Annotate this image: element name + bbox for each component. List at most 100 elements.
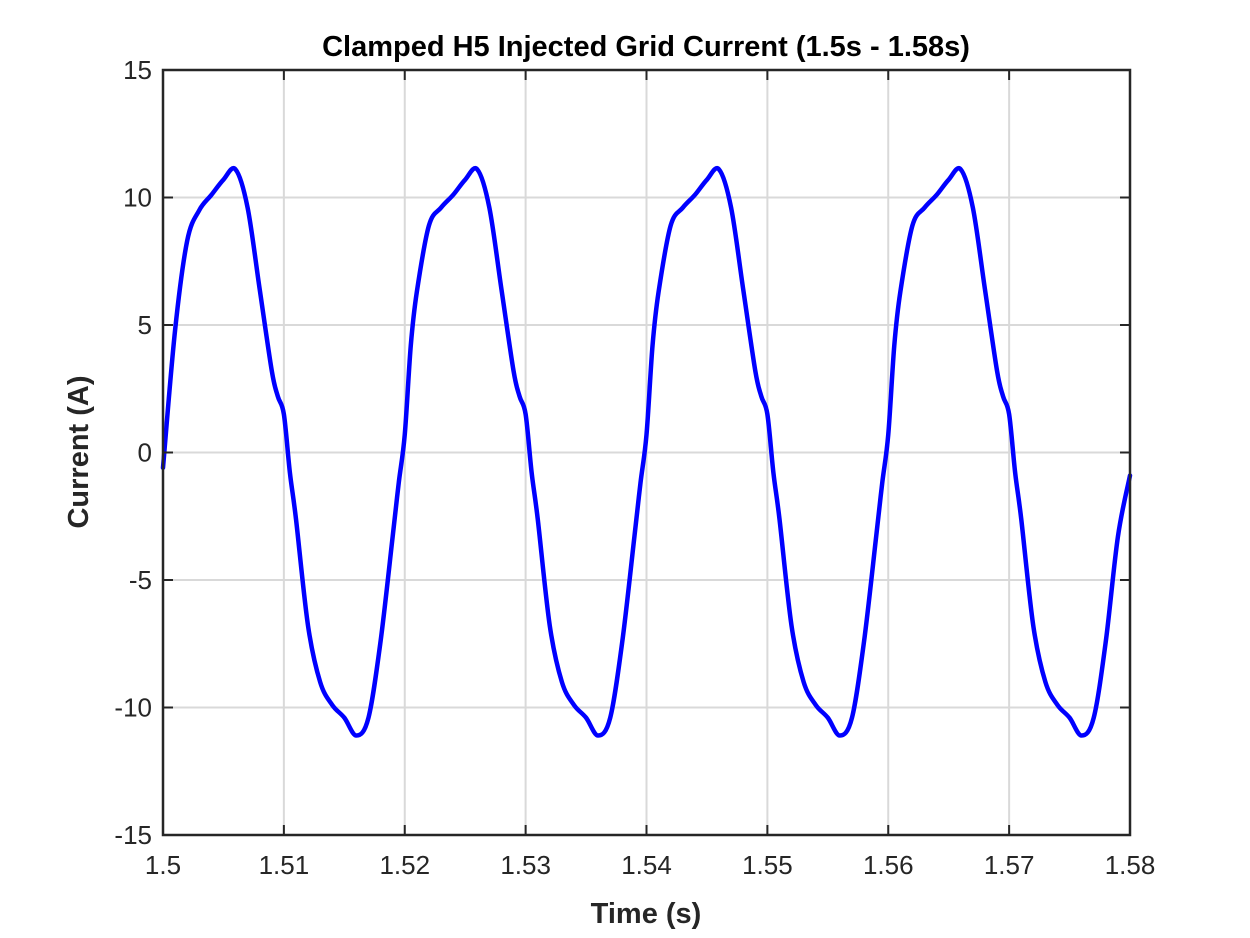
data-point xyxy=(777,517,781,521)
data-point xyxy=(838,734,842,738)
data-point xyxy=(246,206,250,210)
data-point xyxy=(983,287,987,291)
data-point xyxy=(681,206,685,210)
x-tick-label: 1.52 xyxy=(379,850,430,880)
data-point xyxy=(1068,716,1072,720)
data-point xyxy=(1001,394,1005,398)
data-point xyxy=(1031,624,1035,628)
x-tick-label: 1.58 xyxy=(1105,850,1156,880)
data-point xyxy=(814,703,818,707)
data-point xyxy=(391,535,395,539)
data-point xyxy=(862,639,866,643)
y-tick-label: 0 xyxy=(138,438,152,468)
y-tick-label: -5 xyxy=(129,565,152,595)
data-point xyxy=(318,680,322,684)
data-point xyxy=(427,224,431,228)
data-point xyxy=(234,167,238,171)
data-point xyxy=(645,433,648,437)
x-tick-label: 1.54 xyxy=(621,850,672,880)
x-tick-label: 1.53 xyxy=(500,850,551,880)
data-point xyxy=(1013,471,1017,475)
x-tick-label: 1.5 xyxy=(145,850,181,880)
data-point xyxy=(790,624,794,628)
data-point xyxy=(512,369,516,373)
data-point xyxy=(288,471,292,475)
data-point xyxy=(693,193,697,197)
y-tick-label: -10 xyxy=(114,693,152,723)
y-tick-label: 10 xyxy=(123,183,152,213)
data-point xyxy=(173,328,177,332)
data-point xyxy=(765,412,769,416)
data-point xyxy=(415,290,419,294)
data-point xyxy=(276,394,280,398)
data-point xyxy=(608,716,612,720)
data-point xyxy=(741,287,745,291)
data-point xyxy=(1092,716,1096,720)
plot-area xyxy=(160,166,1133,738)
data-point xyxy=(1007,412,1011,416)
data-point xyxy=(270,369,274,373)
x-tick-label: 1.55 xyxy=(742,850,793,880)
data-point xyxy=(487,206,491,210)
data-point xyxy=(632,535,636,539)
data-point xyxy=(1043,680,1047,684)
data-point xyxy=(923,206,927,210)
data-point xyxy=(397,481,401,485)
data-point xyxy=(705,178,709,182)
data-point xyxy=(536,517,540,521)
data-point xyxy=(258,287,262,291)
data-point xyxy=(330,703,334,707)
data-point xyxy=(342,716,346,720)
data-point xyxy=(354,734,358,738)
data-point xyxy=(185,239,189,243)
data-point xyxy=(584,716,588,720)
axis-ticks: 1.5 1.51 1.52 1.53 1.54 1.55 1.56 1.57 1.58 15 10 5… xyxy=(114,55,1155,880)
data-point xyxy=(1116,535,1120,539)
data-point xyxy=(197,208,201,212)
data-point xyxy=(826,716,830,720)
data-point xyxy=(802,680,806,684)
data-point xyxy=(898,290,902,294)
data-point xyxy=(1019,517,1023,521)
x-tick-label: 1.57 xyxy=(984,850,1035,880)
data-point xyxy=(524,412,528,416)
data-point xyxy=(596,734,600,738)
data-point xyxy=(409,343,413,347)
data-point xyxy=(717,167,721,171)
data-point xyxy=(294,517,298,521)
data-point xyxy=(530,471,534,475)
x-axis-label: Time (s) xyxy=(591,898,702,930)
y-tick-label: 15 xyxy=(123,55,152,85)
data-point xyxy=(995,369,999,373)
data-point xyxy=(499,287,503,291)
x-tick-label: 1.51 xyxy=(259,850,310,880)
data-point xyxy=(379,639,383,643)
data-point xyxy=(771,471,775,475)
data-point xyxy=(572,703,576,707)
data-point xyxy=(971,206,975,210)
data-point xyxy=(1080,734,1084,738)
data-point xyxy=(475,167,479,171)
data-point xyxy=(282,412,286,416)
chart-title: Clamped H5 Injected Grid Current (1.5s -… xyxy=(322,31,970,63)
data-point xyxy=(874,535,878,539)
data-point xyxy=(959,167,963,171)
data-point xyxy=(1055,703,1059,707)
data-point xyxy=(729,206,733,210)
data-point xyxy=(306,624,310,628)
data-point xyxy=(548,624,552,628)
data-point xyxy=(560,680,564,684)
y-tick-label: -15 xyxy=(114,820,152,850)
data-point xyxy=(620,639,624,643)
data-point xyxy=(850,716,854,720)
data-point xyxy=(759,394,763,398)
data-point xyxy=(221,178,225,182)
data-point xyxy=(209,193,213,197)
data-point xyxy=(638,481,642,485)
data-point xyxy=(947,178,951,182)
data-point xyxy=(518,394,522,398)
y-axis-label: Current (A) xyxy=(63,375,95,528)
data-point xyxy=(753,369,757,373)
